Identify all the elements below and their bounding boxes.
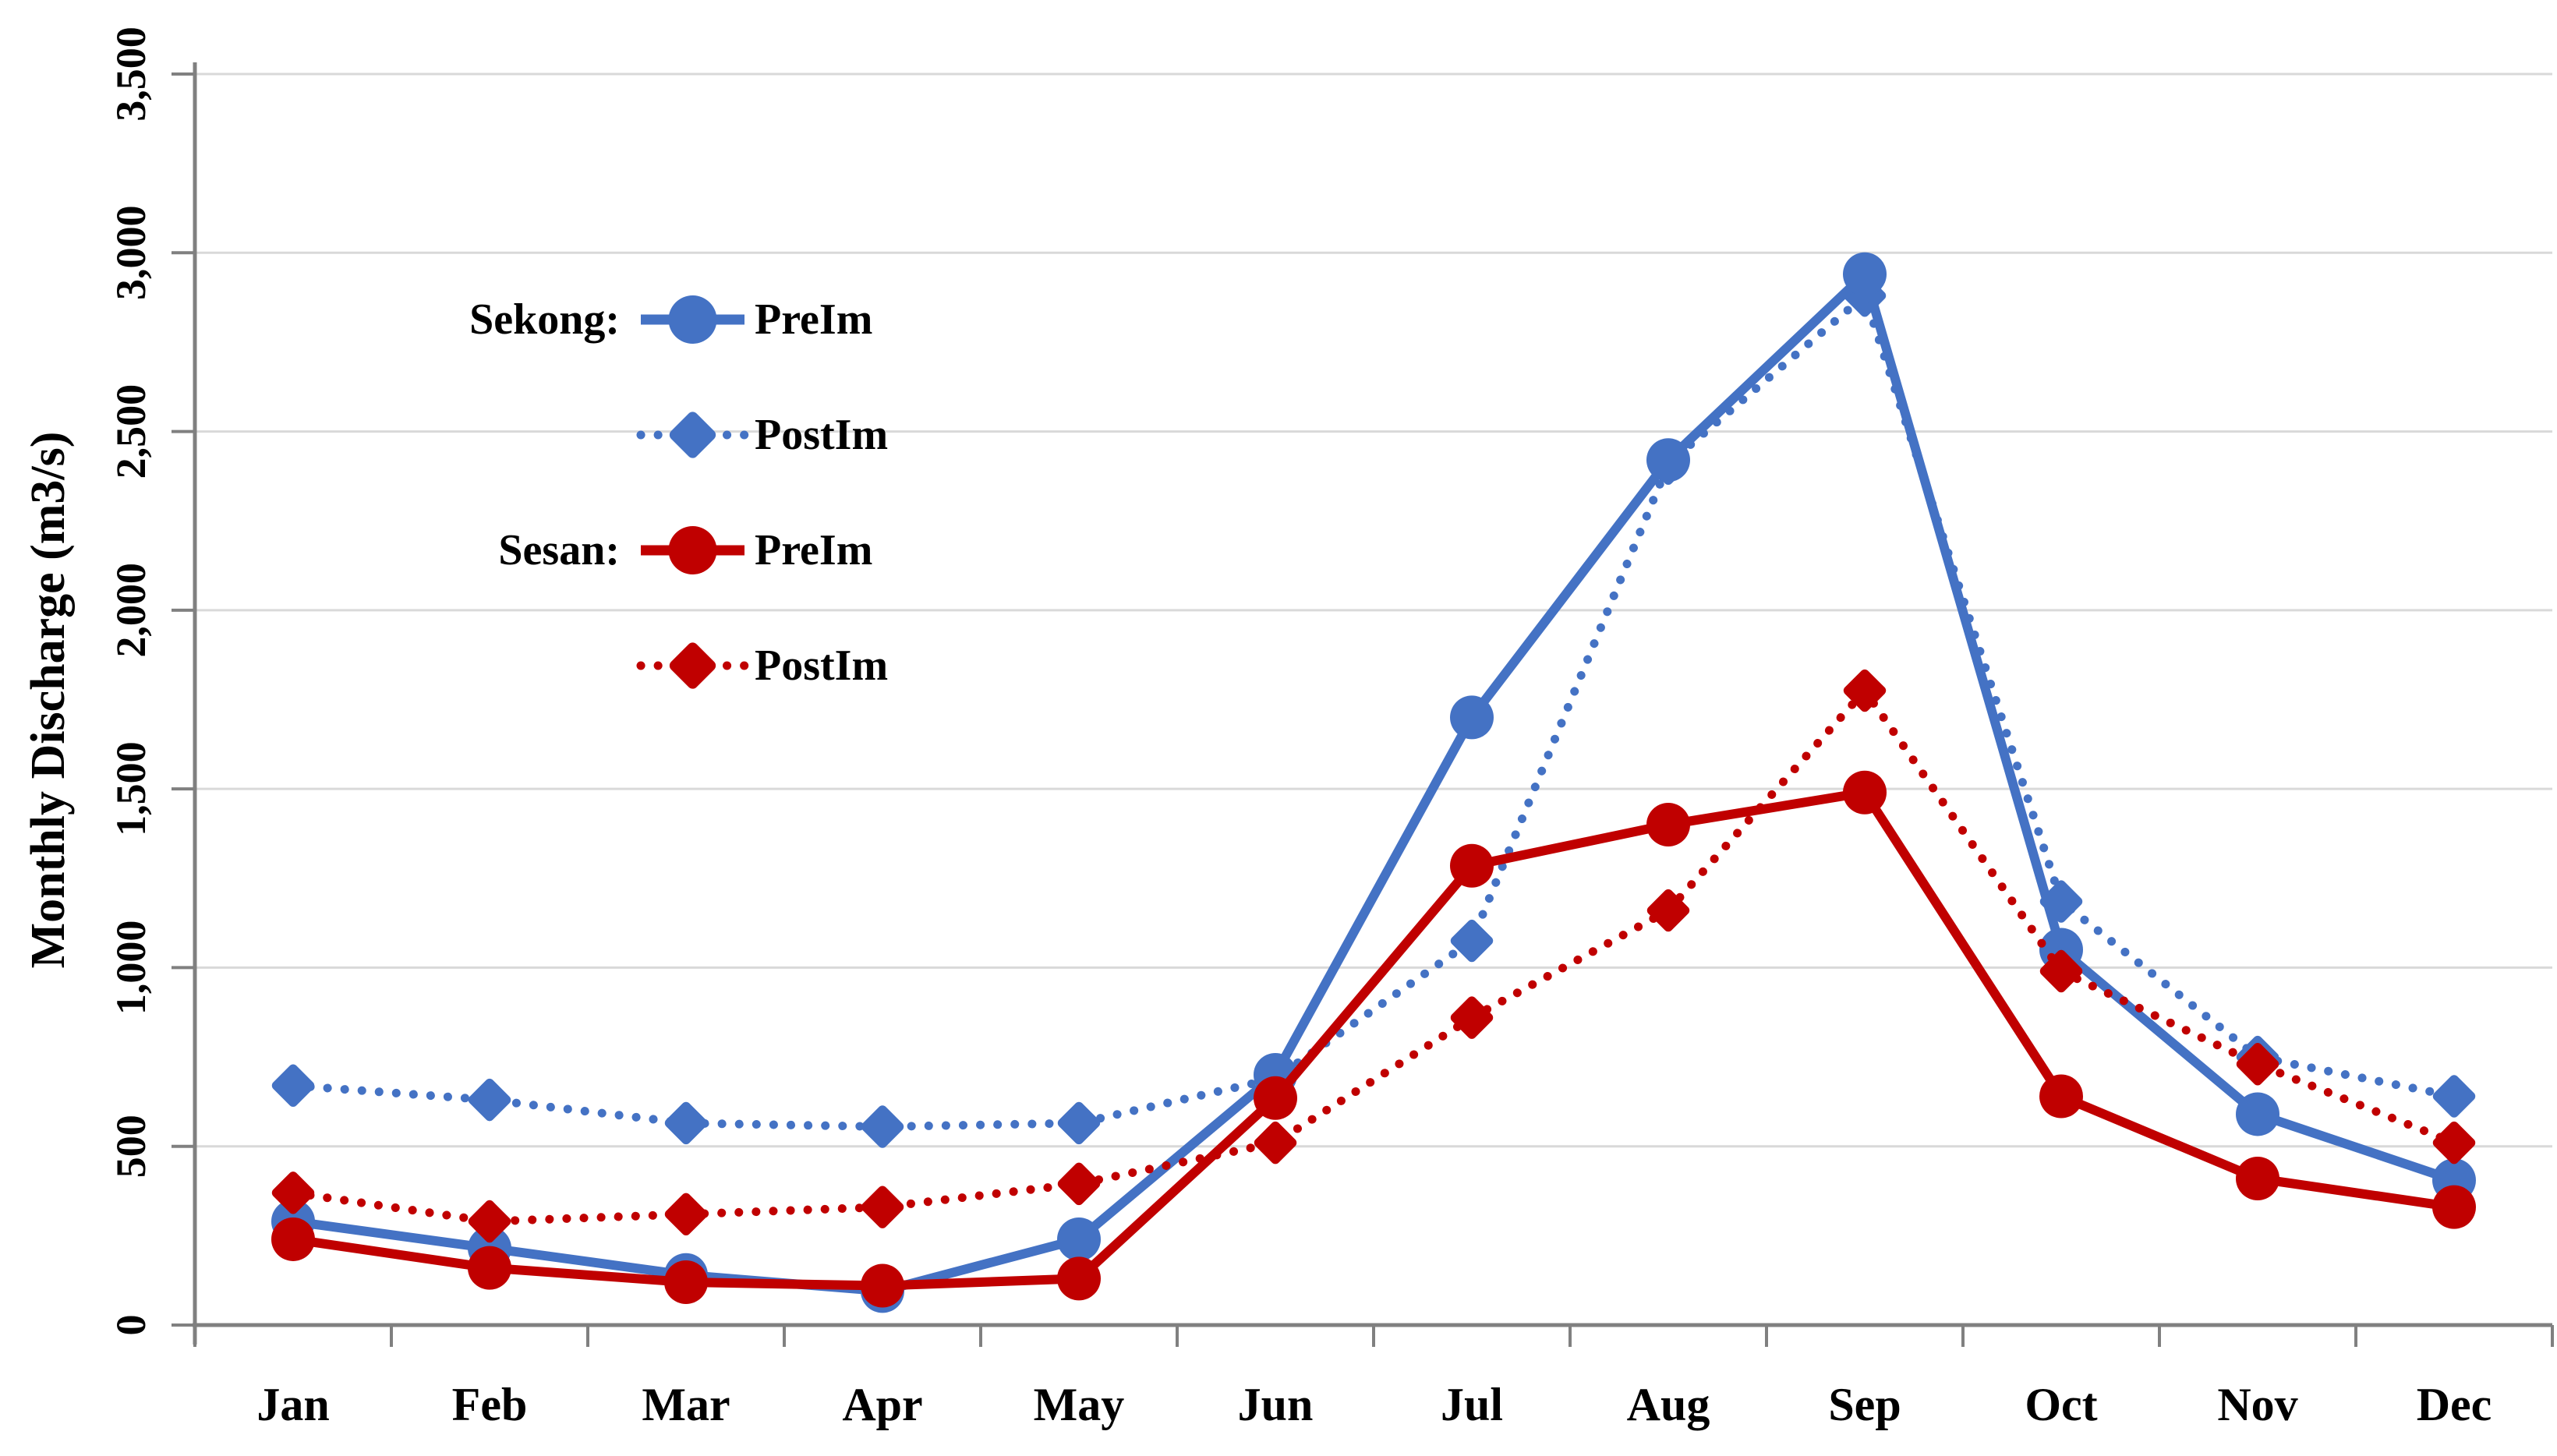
x-tick-label: Apr — [842, 1379, 922, 1430]
x-tick-label: Jan — [256, 1379, 329, 1430]
series-sekong-preim — [271, 252, 2476, 1313]
diamond-marker — [2432, 1121, 2476, 1164]
diamond-marker — [468, 1200, 511, 1243]
series--postim — [271, 669, 2476, 1243]
circle-marker — [2039, 1074, 2083, 1119]
x-tick-label: Oct — [2025, 1379, 2097, 1430]
legend-series-label: PostIm — [755, 641, 888, 690]
y-tick-label: 3,500 — [108, 27, 154, 122]
x-tick-label: Nov — [2217, 1379, 2297, 1430]
diamond-marker — [271, 1064, 315, 1107]
legend-row-1: Sekong: PreIm — [469, 295, 872, 344]
diamond-marker — [271, 1172, 315, 1214]
x-tick-label: Jun — [1238, 1379, 1314, 1430]
circle-marker — [468, 1246, 511, 1290]
circle-marker — [1843, 770, 1887, 815]
gridlines-group — [195, 72, 2552, 1148]
circle-marker — [1254, 1076, 1297, 1120]
legend-group-label: Sesan: — [498, 526, 620, 574]
x-tick-label: Dec — [2417, 1379, 2492, 1430]
circle-marker — [2236, 1156, 2279, 1200]
legend-series-label: PostIm — [755, 411, 888, 459]
legend-row-3: Sesan: PreIm — [498, 526, 872, 574]
diamond-marker — [2432, 1075, 2476, 1118]
x-tick-label: May — [1034, 1379, 1125, 1430]
diamond-marker — [861, 1186, 904, 1228]
circle-marker — [1843, 252, 1887, 296]
circle-marker — [1646, 803, 1690, 846]
diamond-marker — [1057, 1162, 1101, 1206]
y-tick-label: 1,500 — [108, 741, 154, 836]
diamond-marker — [1057, 1101, 1101, 1145]
y-tick-label: 500 — [108, 1115, 154, 1178]
series-line-solid — [292, 269, 2456, 1296]
axes-group — [172, 62, 2554, 1347]
y-tick-label: 3,000 — [108, 206, 154, 301]
diamond-marker — [1646, 889, 1690, 932]
circle-marker — [271, 1217, 315, 1261]
legend-series-label: PreIm — [755, 526, 872, 574]
diamond-marker — [1450, 919, 1494, 963]
diamond-marker — [1450, 996, 1494, 1039]
circle-marker — [1450, 695, 1494, 740]
y-tick-label: 2,000 — [108, 563, 154, 658]
diamond-marker — [664, 1101, 708, 1145]
series-line-solid — [292, 787, 2455, 1291]
series-line-dotted — [288, 686, 2459, 1226]
series-sesan-preim — [271, 770, 2476, 1308]
legend-group-label: Sekong: — [469, 295, 620, 344]
y-tick-label: 2,500 — [108, 384, 154, 479]
diamond-marker — [1843, 669, 1887, 712]
x-tick-label: Mar — [642, 1379, 730, 1430]
axis-labels-group: 0 500 1,000 1,500 2,000 2,500 3,000 3,500 Jan Feb… — [108, 27, 2492, 1430]
circle-marker — [1450, 843, 1494, 888]
circle-marker — [664, 1260, 708, 1304]
circle-marker — [861, 1263, 904, 1308]
diamond-marker — [468, 1078, 511, 1122]
circle-marker — [2432, 1185, 2476, 1229]
diamond-marker — [664, 1193, 708, 1236]
y-axis-title: Monthly Discharge (m3/s) — [22, 432, 75, 969]
y-tick-label: 0 — [108, 1315, 154, 1336]
series-group — [271, 252, 2476, 1313]
diamond-marker — [1254, 1121, 1297, 1164]
diamond-marker — [2039, 949, 2083, 993]
y-tick-label: 1,000 — [108, 921, 154, 1016]
circle-marker — [2236, 1092, 2279, 1136]
circle-marker — [1057, 1256, 1101, 1301]
legend-row-2: PostIm — [636, 411, 888, 459]
legend: Sekong: PreIm PostIm Sesan: PreIm PostIm — [469, 295, 888, 690]
legend-circle-marker — [668, 295, 717, 344]
legend-series-label: PreIm — [755, 295, 872, 344]
legend-row-4: PostIm — [636, 641, 888, 690]
legend-diamond-marker — [669, 642, 716, 689]
x-tick-label: Jul — [1441, 1379, 1503, 1430]
x-tick-label: Feb — [452, 1379, 528, 1430]
series-line-dotted — [288, 291, 2459, 1131]
legend-circle-marker — [668, 526, 717, 574]
x-tick-label: Sep — [1828, 1379, 1901, 1430]
circle-marker — [1646, 438, 1690, 482]
diamond-marker — [861, 1105, 904, 1148]
diamond-marker — [2236, 1043, 2279, 1086]
x-tick-label: Aug — [1627, 1379, 1710, 1430]
legend-diamond-marker — [669, 412, 716, 458]
circle-marker — [1057, 1217, 1101, 1261]
